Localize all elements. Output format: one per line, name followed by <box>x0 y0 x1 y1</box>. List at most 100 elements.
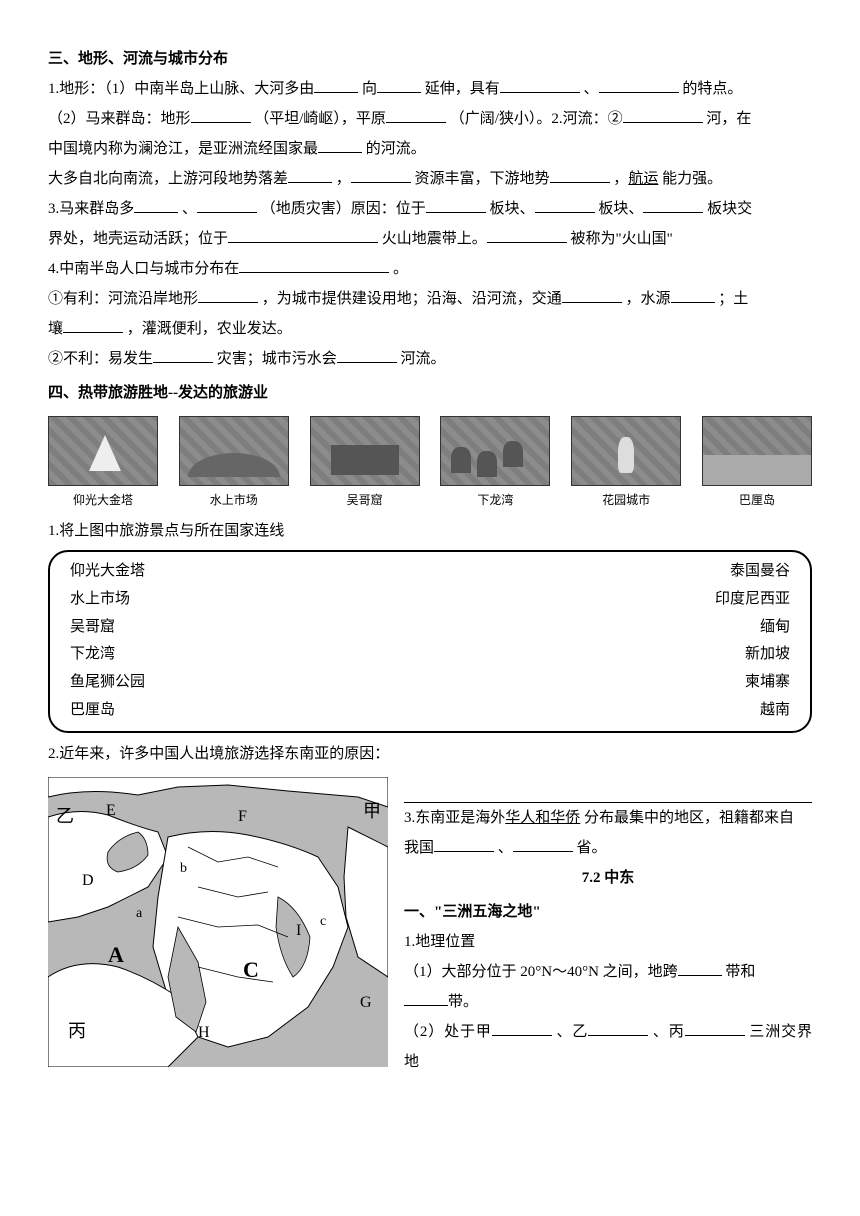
text: ①有利：河流沿岸地形 <box>48 291 198 307</box>
photo-row: 仰光大金塔 水上市场 吴哥窟 下龙湾 花园城市 巴厘岛 <box>48 416 812 512</box>
label-E: E <box>106 802 116 819</box>
blank[interactable] <box>643 195 703 213</box>
blank[interactable] <box>562 285 622 303</box>
photo-pagoda <box>48 416 158 486</box>
blank[interactable] <box>198 285 258 303</box>
blank[interactable] <box>191 105 251 123</box>
blank[interactable] <box>386 105 446 123</box>
answer-line[interactable] <box>404 779 812 803</box>
label-bing: 丙 <box>68 1021 86 1041</box>
q1: 1.地理位置 <box>404 927 812 957</box>
blank[interactable] <box>134 195 178 213</box>
text: 。 <box>393 261 408 277</box>
q1-1b: 带。 <box>404 987 812 1017</box>
underline-text: 华人和华侨 <box>505 810 580 826</box>
label-I: I <box>296 922 301 939</box>
text: （1）大部分位于 20°N～40°N 之间，地跨 <box>404 964 678 980</box>
blank[interactable] <box>337 345 397 363</box>
blank[interactable] <box>153 345 213 363</box>
s3-p4: 3.马来群岛多 、 （地质灾害）原因：位于 板块、 板块、 板块交 <box>48 194 812 224</box>
blank[interactable] <box>63 315 123 333</box>
label-yi: 乙 <box>56 806 74 826</box>
s3-p3: 大多自北向南流，上游河段地势落差 ， 资源丰富，下游地势 ，航运 能力强。 <box>48 164 812 194</box>
text: 资源丰富，下游地势 <box>415 171 550 187</box>
text: 3.东南亚是海外 <box>404 810 505 826</box>
blank[interactable] <box>314 75 358 93</box>
text: ， <box>336 171 351 187</box>
text: 、 <box>182 201 197 217</box>
text: ，水源 <box>626 291 671 307</box>
match-row[interactable]: 下龙湾 新加坡 <box>70 641 790 669</box>
blank[interactable] <box>588 1018 648 1036</box>
blank[interactable] <box>239 255 389 273</box>
s3-p4b: 界处，地壳运动活跃；位于 火山地震带上。 被称为"火山国" <box>48 224 812 254</box>
label-H: H <box>198 1024 210 1041</box>
caption: 花园城市 <box>602 488 650 512</box>
blank[interactable] <box>487 225 567 243</box>
match-left: 鱼尾狮公园 <box>70 669 145 697</box>
match-row[interactable]: 巴厘岛 越南 <box>70 697 790 725</box>
blank[interactable] <box>434 834 494 852</box>
blank[interactable] <box>685 1018 745 1036</box>
text: 灾害；城市污水会 <box>217 351 337 367</box>
blank[interactable] <box>288 165 332 183</box>
q1-1: （1）大部分位于 20°N～40°N 之间，地跨 带和 <box>404 957 812 987</box>
blank[interactable] <box>599 75 679 93</box>
photo-item: 吴哥窟 <box>310 416 420 512</box>
s3-p2b: 中国境内称为澜沧江，是亚洲流经国家最 的河流。 <box>48 134 812 164</box>
blank[interactable] <box>377 75 421 93</box>
blank[interactable] <box>550 165 610 183</box>
text: 延伸，具有 <box>425 81 500 97</box>
text: 向 <box>362 81 377 97</box>
match-row[interactable]: 仰光大金塔 泰国曼谷 <box>70 558 790 586</box>
blank[interactable] <box>513 834 573 852</box>
text: 、乙 <box>556 1024 588 1040</box>
s3-p5: 4.中南半岛人口与城市分布在 。 <box>48 254 812 284</box>
photo-item: 花园城市 <box>571 416 681 512</box>
q2: 2.近年来，许多中国人出境旅游选择东南亚的原因： <box>48 739 812 769</box>
photo-merlion <box>571 416 681 486</box>
blank[interactable] <box>228 225 378 243</box>
match-right: 新加坡 <box>745 641 790 669</box>
text: ，为城市提供建设用地；沿海、沿河流，交通 <box>262 291 562 307</box>
h1-sanzhouwuhai: 一、"三洲五海之地" <box>404 897 812 927</box>
s3-p7: ②不利：易发生 灾害；城市污水会 河流。 <box>48 344 812 374</box>
text: ，灌溉便利，农业发达。 <box>127 321 292 337</box>
text: 1.地形：（1）中南半岛上山脉、大河多由 <box>48 81 314 97</box>
r-p3: 3.东南亚是海外华人和华侨 分布最集中的地区，祖籍都来自 <box>404 803 812 833</box>
caption: 巴厘岛 <box>739 488 775 512</box>
text: 中国境内称为澜沧江，是亚洲流经国家最 <box>48 141 318 157</box>
blank[interactable] <box>351 165 411 183</box>
match-title: 1.将上图中旅游景点与所在国家连线 <box>48 516 812 546</box>
caption: 水上市场 <box>210 488 258 512</box>
text: 火山地震带上。 <box>382 231 487 247</box>
label-b: b <box>180 861 187 876</box>
match-left: 仰光大金塔 <box>70 558 145 586</box>
text: 4.中南半岛人口与城市分布在 <box>48 261 239 277</box>
text: （地质灾害）原因：位于 <box>261 201 426 217</box>
match-right: 泰国曼谷 <box>730 558 790 586</box>
text: 被称为"火山国" <box>571 231 673 247</box>
blank[interactable] <box>318 135 362 153</box>
blank[interactable] <box>535 195 595 213</box>
photo-market <box>179 416 289 486</box>
blank[interactable] <box>492 1018 552 1036</box>
blank[interactable] <box>197 195 257 213</box>
blank[interactable] <box>426 195 486 213</box>
underline-text: 航运 <box>628 171 658 187</box>
blank[interactable] <box>623 105 703 123</box>
blank[interactable] <box>678 958 722 976</box>
section-4-title: 四、热带旅游胜地--发达的旅游业 <box>48 378 812 408</box>
text: 界处，地壳运动活跃；位于 <box>48 231 228 247</box>
photo-item: 下龙湾 <box>440 416 550 512</box>
match-row[interactable]: 鱼尾狮公园 柬埔寨 <box>70 669 790 697</box>
text: 、 <box>498 840 513 856</box>
blank[interactable] <box>404 988 448 1006</box>
blank[interactable] <box>671 285 715 303</box>
match-row[interactable]: 水上市场 印度尼西亚 <box>70 586 790 614</box>
match-right: 柬埔寨 <box>745 669 790 697</box>
middle-east-map: 甲 乙 丙 A C D E F G H I a b c <box>48 777 388 1067</box>
match-row[interactable]: 吴哥窟 缅甸 <box>70 614 790 642</box>
blank[interactable] <box>500 75 580 93</box>
q1-2: （2）处于甲 、乙 、丙 三洲交界地 <box>404 1017 812 1077</box>
